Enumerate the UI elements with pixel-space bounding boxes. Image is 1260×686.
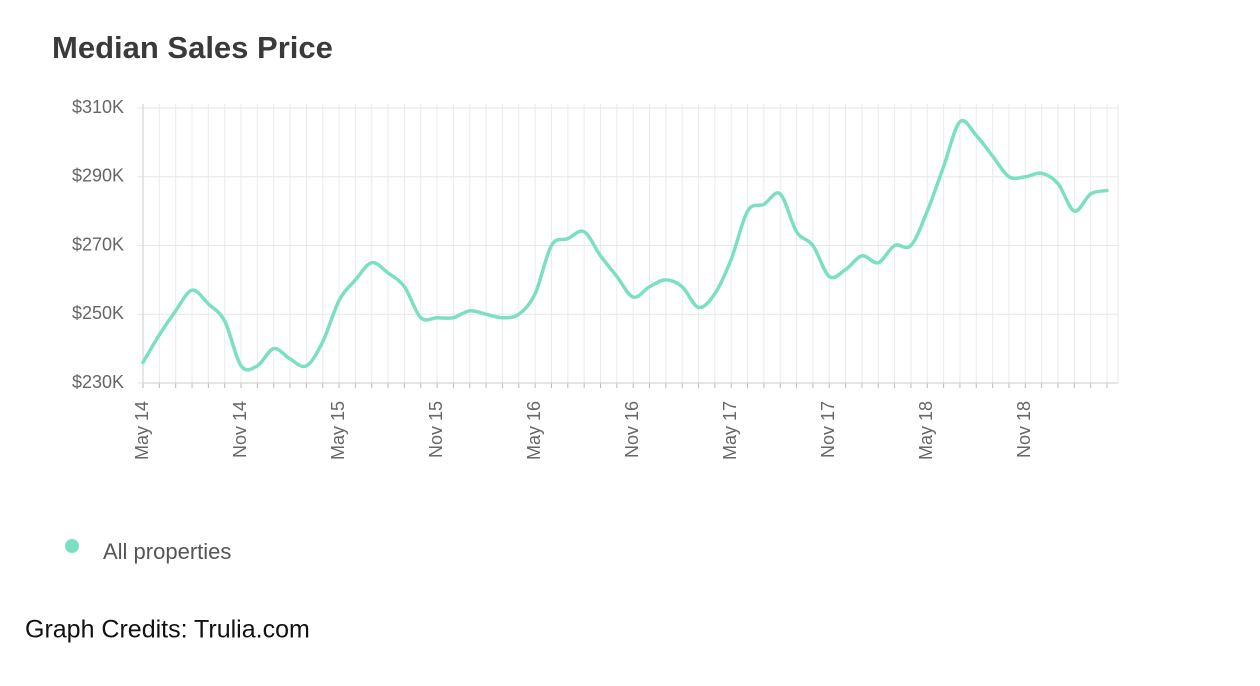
y-tick-label: $270K — [72, 234, 124, 254]
y-tick-label: $290K — [72, 166, 124, 186]
chart-title: Median Sales Price — [52, 30, 333, 65]
legend-label: All properties — [103, 539, 231, 564]
x-tick-label: Nov 16 — [622, 401, 642, 458]
x-tick-label: May 17 — [720, 401, 740, 460]
credit: Graph Credits: Trulia.com — [25, 616, 310, 644]
x-tick-label: Nov 17 — [818, 401, 838, 458]
line — [141, 118, 1109, 372]
y-tick-label: $310K — [72, 97, 124, 117]
x-tick-label: May 15 — [328, 401, 348, 460]
x-tick-label: May 18 — [916, 401, 936, 460]
x-tick-label: Nov 18 — [1014, 401, 1034, 458]
legend-marker — [65, 539, 79, 553]
x-tick-label: Nov 15 — [426, 401, 446, 458]
x-tick-label: May 16 — [524, 401, 544, 460]
x-tick-label: Nov 14 — [230, 401, 250, 458]
x-tick-label: May 14 — [132, 401, 152, 460]
y-tick-label: $250K — [72, 303, 124, 323]
y-tick-label: $230K — [72, 372, 124, 392]
